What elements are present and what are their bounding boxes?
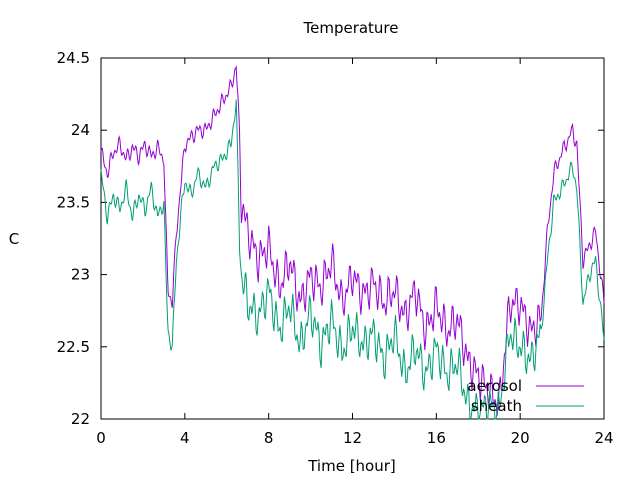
legend: aerosol sheath	[467, 377, 584, 415]
y-tick-label: 24	[71, 121, 90, 139]
y-tick-label: 23	[71, 266, 90, 284]
x-tick-label: 24	[594, 429, 613, 447]
x-tick-label: 20	[511, 429, 530, 447]
x-tick-label: 0	[96, 429, 106, 447]
x-tick-label: 16	[427, 429, 446, 447]
x-tick-label: 8	[264, 429, 274, 447]
legend-label-sheath: sheath	[471, 397, 522, 415]
legend-label-aerosol: aerosol	[467, 377, 522, 395]
chart-title: Temperature	[302, 19, 398, 37]
series-line-sheath	[100, 99, 605, 420]
x-tick-label: 4	[180, 429, 190, 447]
y-tick-label: 24.5	[57, 49, 90, 67]
y-tick-label: 23.5	[57, 193, 90, 211]
x-axis-label: Time [hour]	[307, 457, 396, 475]
y-axis-label: C	[9, 230, 19, 248]
y-tick-label: 22.5	[57, 338, 90, 356]
x-tick-label: 12	[343, 429, 362, 447]
axis-ticks: 0 4 8 12 16 20 24 22 22.5 23 23.5 24 24.5	[57, 49, 614, 447]
series-lines	[100, 65, 605, 420]
y-tick-label: 22	[71, 410, 90, 428]
series-line-aerosol	[100, 65, 605, 416]
